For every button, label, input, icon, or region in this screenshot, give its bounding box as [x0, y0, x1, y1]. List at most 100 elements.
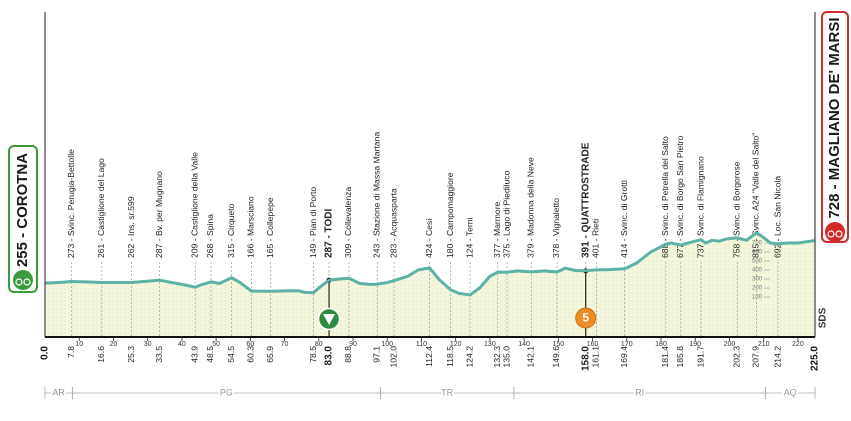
y-tick-label: 400 — [752, 268, 763, 274]
x-tick-label: 50 — [212, 341, 220, 348]
x-tick-label: 80 — [315, 341, 323, 348]
km-label: 158.0 — [580, 346, 591, 371]
region-label: PG — [220, 387, 233, 397]
finish-km-label: 225.0 — [810, 346, 821, 371]
waypoint-label: 283 - Acquasparta — [388, 188, 398, 258]
waypoint-label: 401 - Rieti — [591, 219, 601, 258]
waypoint-label: 815 - Svinc. A24 "Valle del Salto" — [751, 133, 761, 258]
waypoint-label: 287 - TODI — [324, 209, 335, 258]
km-label: 25.3 — [126, 346, 136, 363]
waypoint-label: 273 - Svinc. Perugia-Bettolle — [66, 149, 76, 258]
badge-label: 5 — [582, 311, 589, 325]
km-label: 60.3 — [246, 346, 256, 363]
km-label: 214.2 — [772, 346, 782, 368]
finish-icon-wheel — [835, 230, 843, 238]
x-tick-label: 40 — [178, 341, 186, 348]
km-label: 132.3 — [492, 346, 502, 368]
km-label: 207.9 — [751, 346, 761, 368]
x-tick-label: 60 — [246, 341, 254, 348]
y-tick-label: 200 — [752, 286, 763, 292]
waypoint-label: 243 - Stazione di Massa Martana — [372, 132, 382, 258]
region-label: AR — [52, 387, 65, 397]
waypoint-label: 378 - Vignaletto — [551, 198, 561, 258]
km-label: 185.8 — [675, 346, 685, 368]
km-label: 16.6 — [96, 346, 106, 363]
x-tick-label: 130 — [484, 341, 496, 348]
waypoint-label: 414 - Svinc. di Grotti — [619, 180, 629, 258]
km-label: 202.3 — [732, 346, 742, 368]
finish-label: 728 - MAGLIANO DE' MARSI — [826, 17, 843, 218]
profile-line — [44, 231, 816, 297]
start-icon — [13, 270, 33, 290]
x-tick-label: 10 — [75, 341, 83, 348]
x-tick-label: 220 — [792, 341, 804, 348]
x-tick-label: 180 — [655, 341, 667, 348]
x-tick-label: 140 — [518, 341, 530, 348]
km-label: 118.5 — [445, 346, 455, 367]
x-tick-label: 20 — [110, 341, 118, 348]
logo: SDS — [818, 307, 829, 328]
icon-marker — [317, 307, 341, 331]
km-label: 124.2 — [464, 346, 474, 368]
km-label: 149.6 — [551, 346, 561, 368]
waypoint-label: 149 - Pian di Porto — [308, 187, 318, 258]
km-label: 112.4 — [424, 346, 434, 367]
km-label: 33.5 — [154, 346, 164, 363]
waypoint-label: 165 - Collepepe — [265, 197, 275, 258]
waypoint-label: 315 - Cirqueto — [226, 203, 236, 258]
waypoint-label: 262 - Ins. sr.599 — [126, 196, 136, 258]
y-tick-label: 500 — [752, 259, 763, 265]
x-tick-label: 150 — [552, 341, 564, 348]
waypoint-label: 677 - Svinc. di Borgo San Pietro — [675, 135, 685, 258]
profile-area — [45, 232, 815, 337]
y-tick-label: 100 — [752, 295, 763, 301]
x-tick-label: 210 — [758, 341, 770, 348]
start-km-label: 0.0 — [40, 346, 51, 360]
waypoint-label: 379 - Madonna della Neve — [526, 157, 536, 258]
km-label: 43.9 — [190, 346, 200, 363]
finish-icon-wheel — [827, 230, 835, 238]
waypoint-label: 261 - Castiglione del Lago — [96, 158, 106, 258]
km-label: 97.1 — [372, 346, 382, 363]
region-label: RI — [635, 387, 644, 397]
waypoint-label: 688 - Svinc. di Petrella del Salto — [660, 136, 670, 258]
waypoint-label: 377 - Marmore — [492, 201, 502, 258]
km-label: 54.5 — [226, 346, 236, 363]
waypoint-label: 124 - Terni — [464, 217, 474, 258]
km-label: 169.4 — [619, 346, 629, 368]
waypoint-label: 287 - Bv. per Mugnano — [154, 171, 164, 258]
km-label: 78.5 — [308, 346, 318, 363]
km-label: 7.8 — [66, 346, 76, 358]
km-label: 102.0 — [388, 346, 398, 368]
y-tick-label: 700 — [752, 241, 763, 247]
y-tick-label: 300 — [752, 277, 763, 283]
x-tick-label: 200 — [724, 341, 736, 348]
x-tick-label: 120 — [450, 341, 462, 348]
x-tick-label: 70 — [281, 341, 289, 348]
waypoint-label: 391 - QUATTROSTRADE — [580, 142, 591, 258]
km-label: 161.1 — [591, 346, 601, 368]
km-label: 65.9 — [265, 346, 275, 363]
x-tick-label: 190 — [689, 341, 701, 348]
start-label: 255 - COROTNA — [14, 153, 31, 267]
start-icon-wheel — [15, 278, 23, 286]
region-label: TR — [441, 387, 453, 397]
km-label: 142.1 — [526, 346, 536, 368]
waypoint-label: 268 - Spina — [205, 214, 215, 258]
waypoint-label: 166 - Marsciano — [246, 196, 256, 258]
km-label: 48.5 — [205, 346, 215, 363]
icon-triangle — [323, 314, 336, 325]
badge-circle — [575, 307, 597, 329]
km-label: 191.7 — [695, 346, 705, 368]
waypoint-label: 758 - Svinc. di Borgorose — [732, 161, 742, 258]
x-tick-label: 160 — [587, 341, 599, 348]
x-tick-label: 100 — [381, 341, 393, 348]
km-label: 135.0 — [501, 346, 511, 368]
region-label: AQ — [784, 387, 797, 397]
x-tick-label: 110 — [416, 341, 427, 348]
waypoint-label: 180 - Campomaggiore — [445, 172, 455, 258]
x-tick-label: 90 — [349, 341, 357, 348]
km-label: 88.8 — [343, 346, 353, 363]
